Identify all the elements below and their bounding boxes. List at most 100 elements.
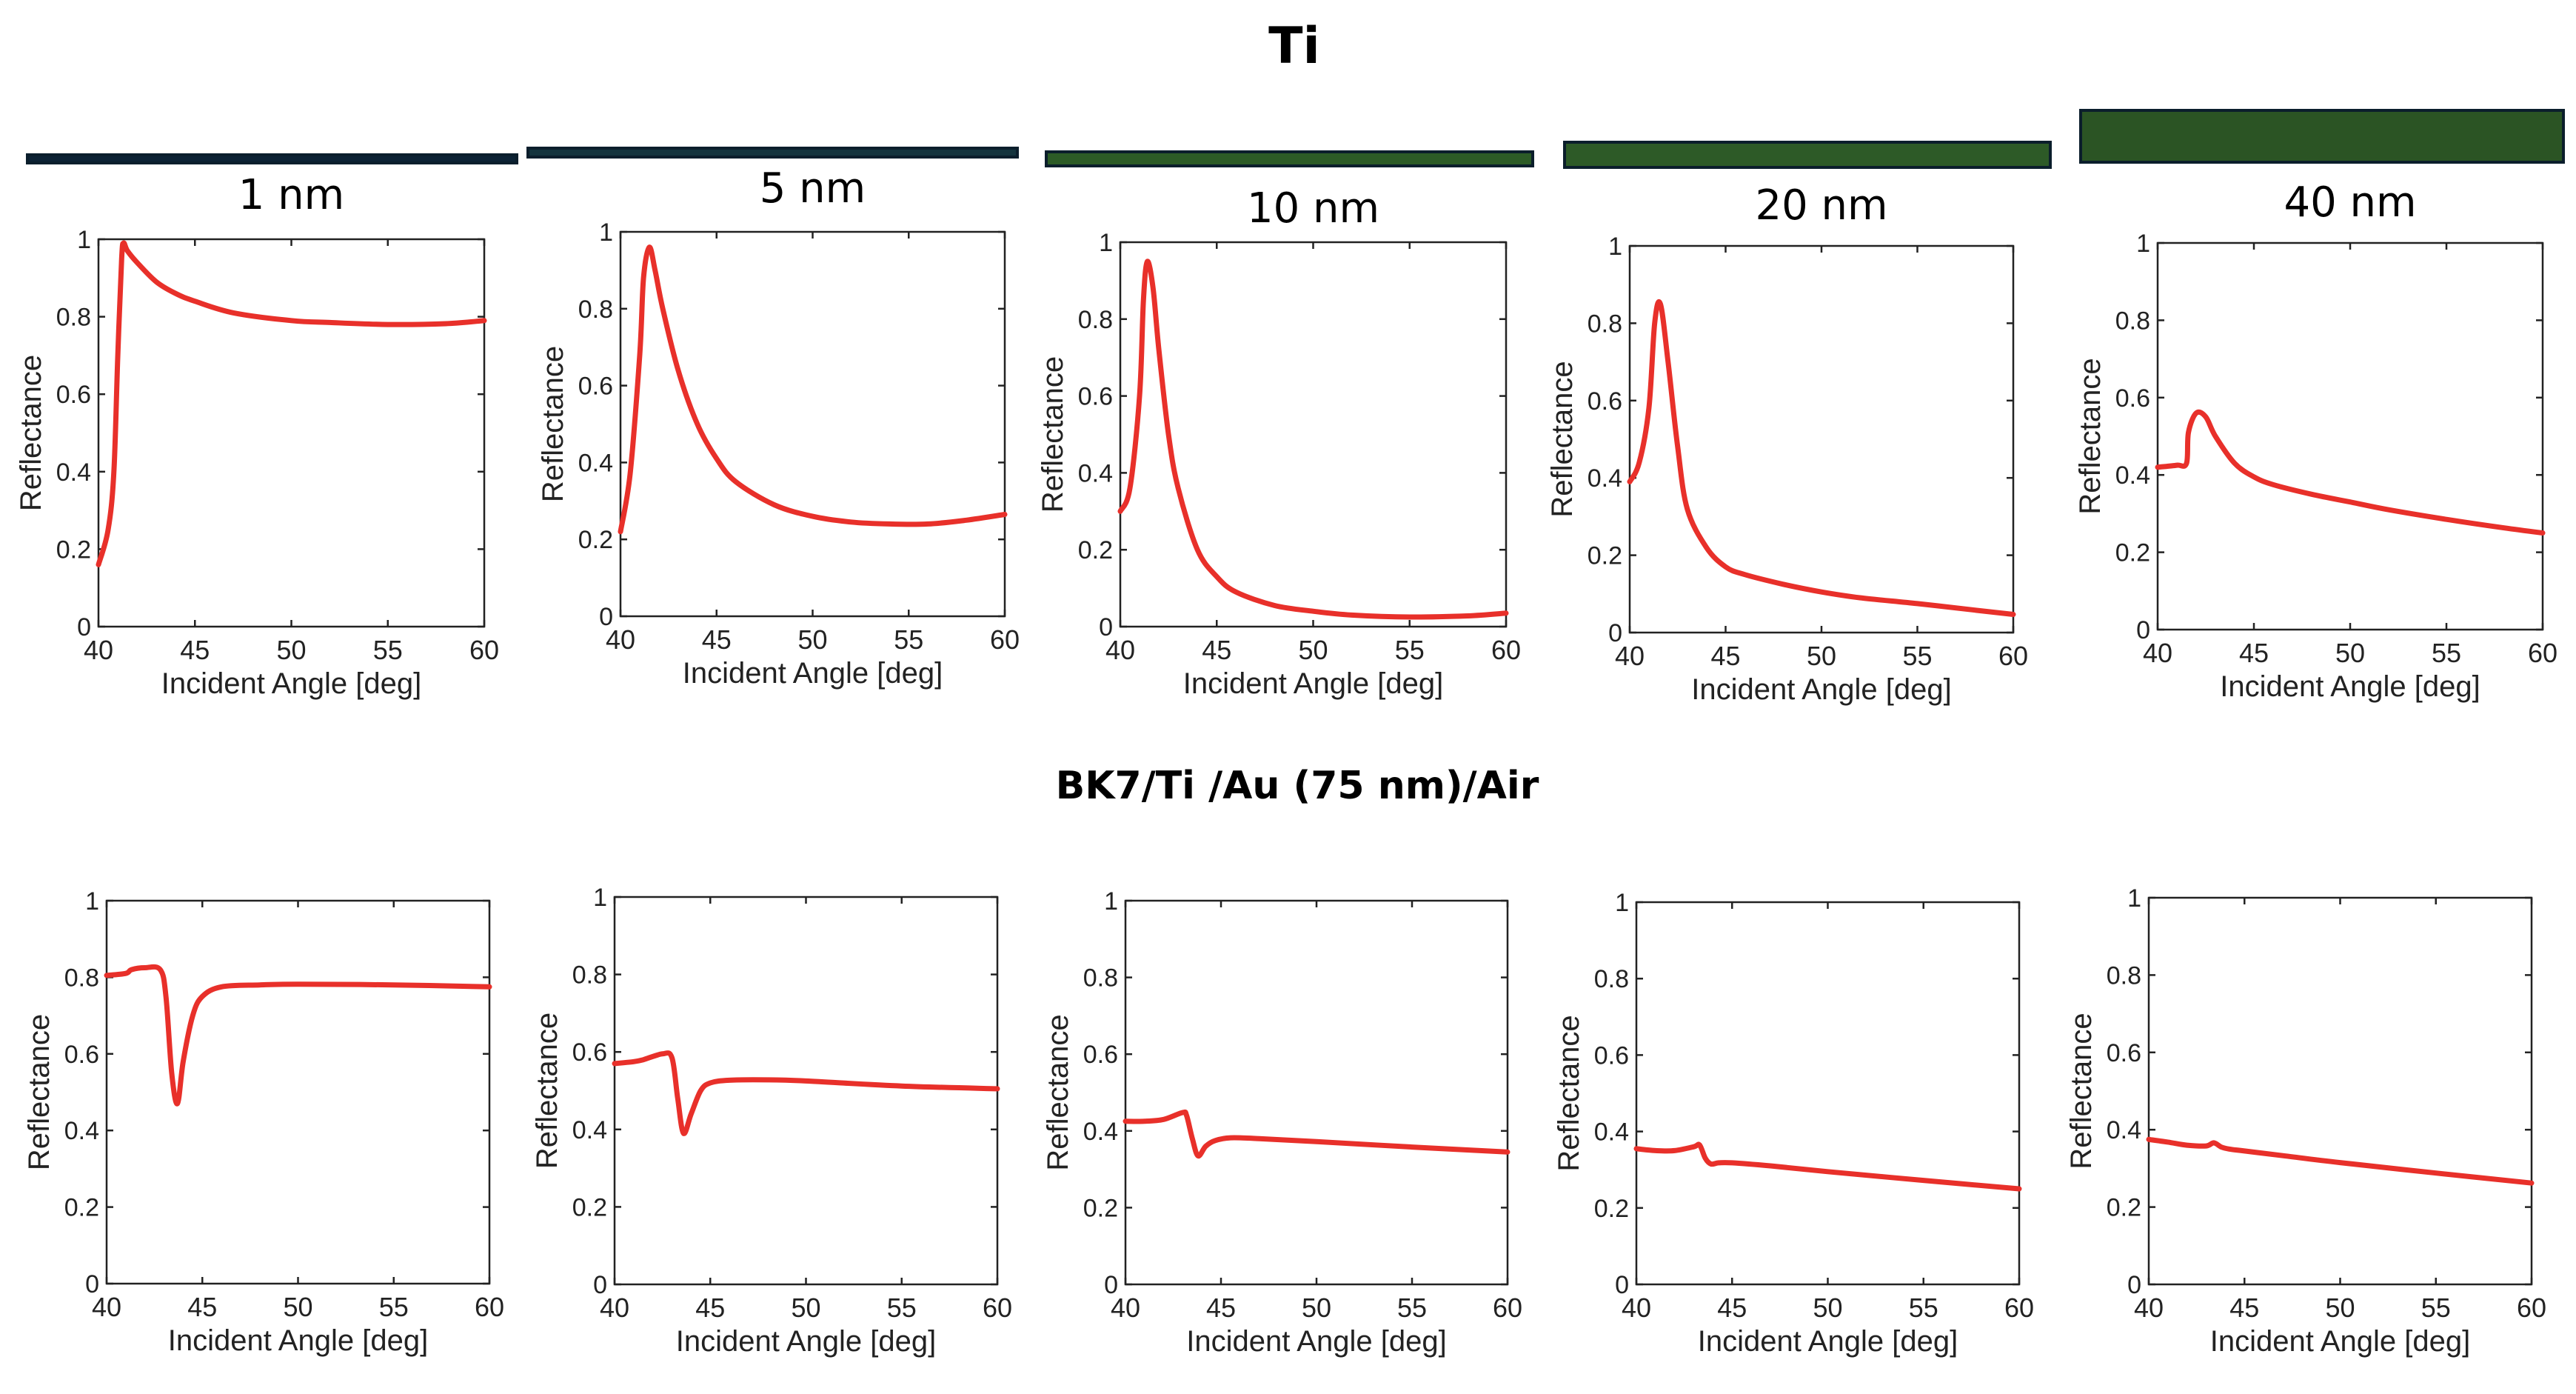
- panel-bottom-5: 40 45 50 55 60 0 0.2 0.4 0.6 0.8 1 Incident Angle […: [2065, 884, 2546, 1358]
- y-tick-label: 0.8: [572, 961, 607, 990]
- x-axis-label: Incident Angle [deg]: [1698, 1325, 1958, 1358]
- x-tick-label: 50: [1302, 1293, 1331, 1323]
- y-tick-label: 0.6: [1078, 383, 1113, 411]
- thickness-bars: [26, 109, 2565, 169]
- y-tick-label: 0: [1104, 1271, 1118, 1299]
- thickness-label: 20 nm: [1755, 181, 1887, 230]
- x-tick-label: 60: [2517, 1293, 2546, 1323]
- reflectance-curve: [1633, 1141, 2022, 1192]
- y-axis-label: Reflectance: [1553, 1015, 1585, 1171]
- y-axis-label: Reflectance: [2065, 1013, 2098, 1169]
- x-axis-label: Incident Angle [deg]: [161, 667, 421, 700]
- thickness-label: 5 nm: [760, 164, 866, 213]
- y-tick-label: 0.2: [64, 1194, 99, 1222]
- x-tick-label: 40: [1622, 1293, 1651, 1323]
- thickness-bar-3: [1045, 150, 1534, 167]
- y-tick-label: 0.4: [2107, 1116, 2141, 1144]
- x-axis-label: Incident Angle [deg]: [1186, 1325, 1446, 1358]
- x-tick-label: 45: [1206, 1293, 1236, 1323]
- plot-frame: [1119, 241, 1508, 628]
- x-axis-label: Incident Angle [deg]: [1691, 673, 1951, 706]
- y-tick-label: 0: [2136, 616, 2150, 644]
- y-axis-label: Reflectance: [1042, 1014, 1074, 1170]
- x-axis-label: Incident Angle [deg]: [683, 657, 943, 690]
- x-axis-label: Incident Angle [deg]: [2220, 670, 2480, 703]
- y-axis-label: Reflectance: [15, 355, 47, 511]
- plot-frame: [613, 896, 999, 1286]
- reflectance-curve: [2146, 1136, 2535, 1186]
- x-tick-label: 60: [469, 635, 499, 665]
- x-tick-label: 40: [2134, 1293, 2164, 1323]
- x-tick-label: 60: [1998, 641, 2028, 671]
- y-tick-label: 0.8: [64, 964, 99, 992]
- thickness-bar-2: [526, 147, 1019, 159]
- figure-subtitle: BK7/Ti /Au (75 nm)/Air: [1056, 764, 1539, 808]
- x-tick-label: 60: [2004, 1293, 2034, 1323]
- panel-bottom-4: 40 45 50 55 60 0 0.2 0.4 0.6 0.8 1 Incident Angle […: [1553, 889, 2034, 1358]
- y-tick-label: 0.8: [56, 304, 91, 332]
- x-tick-label: 55: [1395, 635, 1425, 665]
- y-tick-label: 0: [1615, 1271, 1629, 1299]
- y-tick-label: 0.2: [2107, 1194, 2141, 1222]
- y-tick-label: 1: [1099, 229, 1113, 257]
- reflectance-curve: [1627, 299, 2016, 617]
- y-tick-label: 0.8: [2107, 961, 2141, 990]
- x-tick-label: 40: [92, 1292, 121, 1322]
- y-tick-label: 0.6: [572, 1038, 607, 1067]
- x-tick-label: 50: [1807, 641, 1836, 671]
- y-tick-label: 0.2: [1078, 536, 1113, 564]
- y-tick-label: 0.6: [1594, 1041, 1629, 1070]
- plot-frame: [2147, 896, 2533, 1286]
- y-axis-label: Reflectance: [1546, 361, 1579, 517]
- y-tick-label: 0: [85, 1270, 99, 1298]
- panel-top-1: 1 nm 40 45 50 55 60 0 0.2 0.4 0.6 0.8 1 Incident Ang…: [15, 171, 499, 700]
- x-tick-label: 55: [1902, 641, 1932, 671]
- y-tick-label: 0: [77, 613, 91, 641]
- plot-frame: [619, 230, 1006, 618]
- x-tick-label: 45: [1710, 641, 1740, 671]
- x-tick-label: 60: [1493, 1293, 1522, 1323]
- x-tick-label: 60: [990, 624, 1020, 655]
- x-tick-label: 40: [600, 1293, 629, 1323]
- reflectance-curve: [2155, 409, 2546, 536]
- y-tick-label: 0.8: [1083, 964, 1118, 993]
- y-tick-label: 1: [85, 887, 99, 916]
- x-tick-label: 55: [1397, 1293, 1427, 1323]
- x-tick-label: 40: [606, 624, 635, 655]
- x-tick-label: 40: [2143, 638, 2172, 668]
- x-tick-label: 40: [84, 635, 113, 665]
- panel-bottom-3: 40 45 50 55 60 0 0.2 0.4 0.6 0.8 1 Incident Angle […: [1042, 887, 1522, 1358]
- x-tick-label: 60: [475, 1292, 504, 1322]
- x-tick-label: 45: [180, 635, 210, 665]
- reflectance-curve: [104, 964, 492, 1107]
- x-tick-label: 55: [1909, 1293, 1938, 1323]
- y-axis-label: Reflectance: [537, 346, 569, 502]
- y-tick-label: 0.4: [56, 458, 91, 487]
- x-tick-label: 50: [2335, 638, 2365, 668]
- x-axis-label: Incident Angle [deg]: [168, 1324, 428, 1357]
- y-tick-label: 0.4: [572, 1116, 607, 1144]
- chart-panels: 1 nm 40 45 50 55 60 0 0.2 0.4 0.6 0.8 1 Incident Ang…: [15, 164, 2557, 1358]
- x-axis-label: Incident Angle [deg]: [1183, 667, 1443, 700]
- x-tick-label: 55: [373, 635, 403, 665]
- y-tick-label: 0.4: [1588, 464, 1622, 493]
- x-tick-label: 55: [2421, 1293, 2451, 1323]
- x-tick-label: 45: [695, 1293, 725, 1323]
- panel-top-5: 40 nm 40 45 50 55 60 0 0.2 0.4 0.6 0.8 1 Incident An…: [2074, 179, 2557, 703]
- x-tick-label: 50: [276, 635, 306, 665]
- thickness-label: 40 nm: [2284, 179, 2416, 227]
- thickness-bar-1: [26, 153, 518, 164]
- y-tick-label: 0.6: [1083, 1041, 1118, 1069]
- x-tick-label: 40: [1105, 635, 1135, 665]
- x-tick-label: 50: [2325, 1293, 2355, 1323]
- reflectance-curve: [618, 244, 1008, 535]
- y-tick-label: 0.4: [64, 1117, 99, 1145]
- y-tick-label: 0.2: [578, 526, 613, 554]
- y-tick-label: 0.2: [1594, 1195, 1629, 1223]
- y-axis-label: Reflectance: [23, 1014, 56, 1170]
- y-tick-label: 0.4: [1083, 1118, 1118, 1146]
- thickness-bar-5: [2079, 109, 2565, 164]
- x-axis-label: Incident Angle [deg]: [676, 1325, 936, 1358]
- y-tick-label: 0.6: [56, 381, 91, 409]
